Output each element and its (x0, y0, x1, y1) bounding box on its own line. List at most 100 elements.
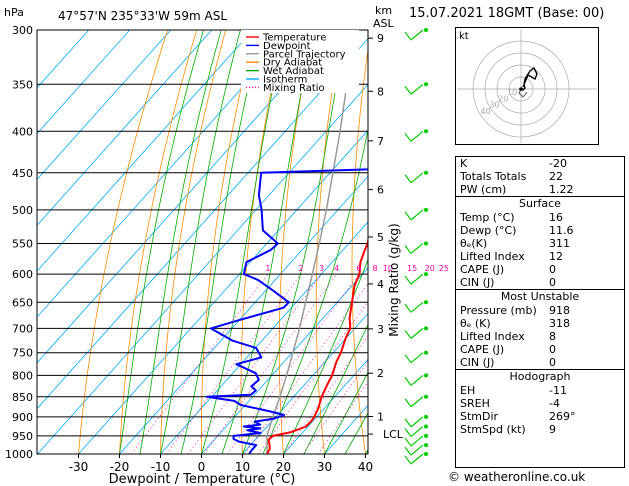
sounding-series (205, 30, 368, 454)
altitude-axis: 9 8 7 6 5 4 3 2 1 LCL (368, 32, 404, 441)
legend-label: Wet Adiabat (263, 66, 324, 77)
wind-barb (410, 273, 424, 285)
wind-barb-dot (424, 82, 428, 87)
pressure-tick-label: 500 (12, 204, 33, 217)
index-value: 9 (549, 423, 556, 436)
hodograph-ring-label: 20 (498, 94, 508, 103)
index-row: SREH -4 (456, 397, 624, 410)
index-value: -11 (549, 384, 567, 397)
index-label: StmDir (460, 410, 499, 423)
wind-barb (410, 352, 424, 364)
index-value: 0 (549, 343, 556, 356)
index-label: StmSpd (kt) (460, 423, 526, 436)
surface-section: Surface Temp (°C) 16 Dewp (°C) 11.6 θₑ(K) 3… (456, 196, 624, 289)
legend-label: Dry Adiabat (263, 58, 322, 69)
index-label: EH (460, 384, 476, 397)
temperature-tick-label: 20 (276, 460, 291, 474)
wind-barb (410, 83, 424, 95)
most-unstable-section: Most Unstable Pressure (mb) 918 θₑ (K) 318… (456, 289, 624, 369)
temperature-tick-label: -20 (110, 460, 130, 474)
temperature-tick-label: -10 (151, 460, 171, 474)
parcel-trajectory-line (266, 30, 356, 454)
wind-barb-dot (424, 414, 428, 419)
wind-barb-dot (424, 394, 428, 399)
isotherm-line (119, 175, 368, 454)
altitude-tick-label: 4 (377, 278, 384, 291)
wind-barb (410, 416, 424, 428)
wind-barb (410, 444, 424, 456)
pressure-tick-label: 850 (12, 391, 33, 404)
legend-label: Dewpoint (263, 41, 311, 52)
index-row: Pressure (mb) 918 (456, 304, 624, 317)
wind-barb (410, 396, 424, 408)
wind-barb-dot (424, 300, 428, 305)
mixing-ratio-label: 8 (372, 264, 377, 273)
pressure-tick-label: 550 (12, 237, 33, 250)
wind-barb-dot (424, 129, 428, 134)
dry-adiabat-line (160, 30, 227, 454)
wind-barb-dot (424, 452, 428, 456)
index-label: Pressure (mb) (460, 304, 537, 317)
wind-barb (410, 29, 424, 41)
hodograph-ring-label: 40 (481, 107, 491, 116)
index-label: SREH (460, 397, 490, 410)
temperature-tick-label: 10 (235, 460, 250, 474)
wind-barb (410, 243, 424, 254)
index-value: 22 (549, 170, 563, 183)
index-value: 269° (549, 410, 576, 423)
index-row: PW (cm) 1.22 (456, 183, 624, 196)
altitude-tick-label: 6 (377, 184, 384, 197)
index-value: 11.6 (549, 224, 574, 237)
mixing-ratio-labels: 1 2 3 4 6 8 10 15 20 25 (265, 264, 449, 273)
dry-adiabat-line (420, 30, 447, 454)
legend-label: Mixing Ratio (263, 83, 325, 94)
altitude-tick-label: 1 (377, 411, 384, 424)
pressure-tick-label: 350 (12, 78, 33, 91)
pressure-tick-label: 700 (12, 322, 33, 335)
index-value: 0 (549, 263, 556, 276)
mixing-ratio-label: 1 (265, 264, 270, 273)
temperature-line (266, 235, 368, 454)
isobar-lines (37, 29, 368, 455)
index-label: Lifted Index (460, 250, 525, 263)
index-row: CIN (J) 0 (456, 276, 624, 289)
wind-barb-feather (404, 211, 412, 221)
index-value: 0 (549, 276, 556, 289)
wind-barb-feather (404, 174, 412, 184)
index-label: Lifted Index (460, 330, 525, 343)
wind-barb-feather (404, 245, 412, 254)
mixing-ratio-label: 3 (319, 264, 324, 273)
index-label: PW (cm) (460, 183, 507, 196)
index-label: K (460, 157, 468, 170)
wind-barb-dot (424, 272, 428, 277)
wind-barb (410, 327, 424, 339)
copyright-notice: © weatheronline.co.uk (448, 470, 586, 484)
wind-barb-feather (404, 398, 412, 408)
forecast-datetime: 15.07.2021 18GMT (Base: 00) (409, 6, 605, 21)
pressure-tick-label: 950 (12, 430, 33, 443)
index-label: θₑ (K) (460, 317, 491, 330)
altitude-tick-label: 3 (377, 323, 384, 336)
wet-adiabat-line (303, 323, 368, 454)
wind-barb-feather (404, 31, 412, 41)
isotherm-line (37, 30, 254, 272)
pressure-tick-label: 900 (12, 411, 33, 424)
wet-adiabat-line (180, 30, 262, 454)
index-row: Dewp (°C) 11.6 (456, 224, 624, 237)
index-label: CAPE (J) (460, 263, 505, 276)
hodograph-section: Hodograph EH -11 SREH -4 StmDir 269° StmSpd… (456, 369, 624, 436)
index-value: 8 (549, 330, 556, 343)
altitude-tick-label: 9 (377, 32, 384, 45)
legend-label: Temperature (262, 33, 326, 44)
wind-barb (410, 301, 424, 313)
temperature-tick-label: 0 (198, 460, 206, 474)
index-row: K -20 (456, 157, 624, 170)
indices-panel: K -20 Totals Totals 22 PW (cm) 1.22 Surface… (455, 156, 625, 468)
index-row: StmSpd (kt) 9 (456, 423, 624, 436)
isotherm-line (37, 30, 131, 135)
index-label: CIN (J) (460, 356, 495, 369)
wind-barb-dot (424, 443, 428, 448)
index-value: 16 (549, 211, 563, 224)
